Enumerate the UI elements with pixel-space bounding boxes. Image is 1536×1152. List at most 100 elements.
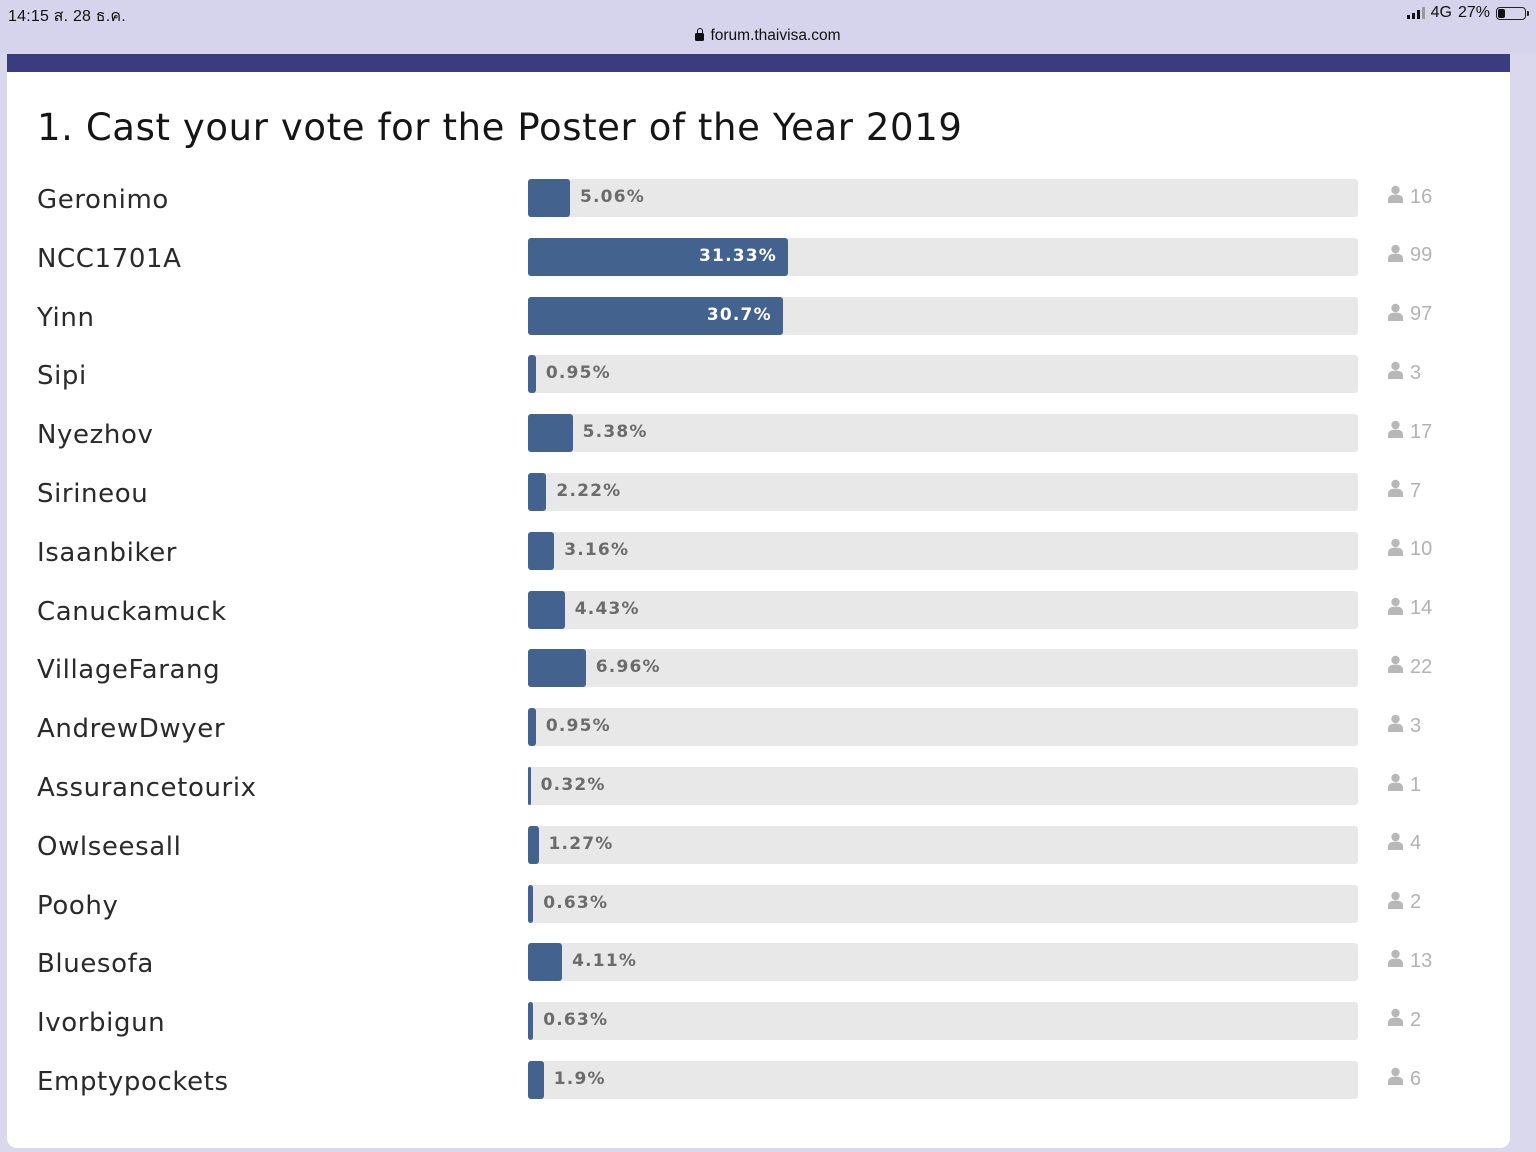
user-icon [1388, 714, 1403, 738]
poll-vote-count: 97 [1388, 303, 1432, 327]
poll-option-name: Sirineou [37, 479, 149, 509]
poll-vote-number: 2 [1410, 891, 1422, 914]
poll-vote-count: 1 [1388, 773, 1421, 797]
poll-option-row: Assurancetourix 0.32% 1 [7, 767, 1510, 807]
poll-percent-label: 1.27% [548, 833, 614, 854]
poll-vote-count: 2 [1388, 1008, 1421, 1032]
poll-bar-track: 6.96% [528, 649, 1358, 688]
poll-vote-number: 14 [1410, 597, 1433, 620]
poll-option-name: Nyezhov [37, 420, 154, 451]
poll-option-name: Poohy [37, 890, 119, 921]
poll-option-name: Owlseesall [37, 831, 182, 862]
user-icon [1388, 1067, 1403, 1091]
poll-bar-fill [528, 708, 536, 747]
poll-bar-track: 1.9% [528, 1061, 1358, 1099]
status-indicators: 4G 27% [1406, 4, 1529, 22]
poll-vote-count: 4 [1388, 832, 1421, 856]
poll-vote-count: 7 [1388, 479, 1421, 503]
user-icon [1388, 655, 1403, 679]
poll-percent-label: 30.7% [706, 304, 772, 325]
poll-option-row: NCC1701A 31.33% 99 [7, 237, 1510, 278]
status-bar: 14:15 ส. 28 ธ.ค. 4G 27% forum.thaivisa.c… [0, 0, 1536, 54]
poll-bar-fill [528, 825, 539, 864]
card-header-bar [7, 54, 1510, 72]
poll-option-name: Isaanbiker [37, 537, 178, 568]
poll-vote-number: 1 [1410, 773, 1422, 796]
poll-bar-track: 3.16% [528, 531, 1358, 570]
poll-bar-track: 4.11% [528, 943, 1358, 982]
user-icon [1388, 832, 1403, 856]
user-icon [1388, 538, 1403, 562]
poll-percent-label: 5.38% [582, 422, 648, 443]
poll-bar-track: 30.7% [528, 296, 1358, 335]
poll-vote-number: 13 [1410, 949, 1433, 972]
poll-option-name: Yinn [37, 302, 95, 333]
poll-percent-label: 31.33% [699, 245, 778, 266]
poll-vote-number: 97 [1410, 303, 1433, 326]
url-text: forum.thaivisa.com [710, 27, 841, 44]
poll-vote-count: 13 [1388, 949, 1432, 973]
poll-vote-number: 2 [1410, 1008, 1422, 1031]
address-bar[interactable]: forum.thaivisa.com [0, 27, 1536, 45]
poll-bar-track: 0.95% [528, 355, 1358, 394]
poll-bar-track: 5.06% [528, 179, 1358, 217]
poll-bar-track: 0.63% [528, 1002, 1358, 1041]
poll-percent-label: 0.63% [543, 1010, 609, 1031]
battery-percent: 27% [1457, 4, 1490, 21]
user-icon [1388, 303, 1403, 327]
network-type: 4G [1430, 4, 1452, 21]
user-icon [1388, 1008, 1403, 1032]
poll-percent-label: 5.06% [579, 187, 645, 207]
poll-vote-count: 14 [1388, 597, 1432, 621]
poll-option-name: Assurancetourix [37, 773, 257, 803]
poll-percent-label: 0.63% [543, 892, 609, 913]
user-icon [1388, 949, 1403, 973]
poll-percent-label: 1.9% [553, 1069, 606, 1089]
poll-option-row: Canuckamuck 4.43% 14 [7, 590, 1510, 631]
poll-option-row: VillageFarang 6.96% 22 [7, 649, 1510, 689]
poll-option-name: VillageFarang [37, 655, 221, 686]
poll-vote-count: 17 [1388, 420, 1432, 444]
poll-bar-track: 5.38% [528, 414, 1358, 453]
poll-option-row: Isaanbiker 3.16% 10 [7, 531, 1510, 572]
poll-vote-number: 17 [1410, 420, 1433, 443]
poll-vote-count: 3 [1388, 361, 1421, 385]
poll-vote-number: 99 [1410, 244, 1433, 267]
poll-option-row: Owlseesall 1.27% 4 [7, 825, 1510, 866]
user-icon [1388, 479, 1403, 503]
poll-vote-count: 16 [1388, 185, 1432, 209]
poll-option-row: Nyezhov 5.38% 17 [7, 414, 1510, 454]
user-icon [1388, 891, 1403, 915]
poll-bar-fill [528, 355, 536, 394]
user-icon [1388, 773, 1403, 797]
poll-option-row: Emptypockets 1.9% 6 [7, 1061, 1510, 1101]
poll-option-name: Ivorbigun [37, 1008, 166, 1039]
poll-vote-number: 22 [1410, 655, 1433, 678]
poll-option-name: Sipi [37, 361, 87, 392]
user-icon [1388, 361, 1403, 385]
poll-bar-fill [528, 237, 789, 276]
poll-bar-track: 0.95% [528, 708, 1358, 747]
poll-vote-number: 10 [1410, 538, 1433, 561]
poll-option-row: Bluesofa 4.11% 13 [7, 943, 1510, 983]
poll-bar-fill [528, 531, 555, 570]
poll-vote-number: 7 [1410, 479, 1422, 502]
poll-option-row: Poohy 0.63% 2 [7, 884, 1510, 925]
poll-bar-fill [528, 179, 570, 217]
poll-bar-fill [528, 590, 565, 629]
poll-vote-count: 3 [1388, 714, 1421, 738]
poll-option-name: AndrewDwyer [37, 714, 226, 745]
status-time-date: 14:15 ส. 28 ธ.ค. [8, 8, 126, 25]
poll-option-row: Geronimo 5.06% 16 [7, 179, 1510, 219]
poll-bar-fill [528, 767, 531, 805]
poll-vote-number: 6 [1410, 1067, 1422, 1090]
battery-icon [1496, 6, 1529, 20]
poll-bar-track: 31.33% [528, 237, 1358, 276]
poll-bar-track: 4.43% [528, 590, 1358, 629]
poll-card: 1. Cast your vote for the Poster of the … [7, 54, 1510, 1148]
poll-bar-track: 0.32% [528, 767, 1358, 805]
poll-option-row: Sipi 0.95% 3 [7, 355, 1510, 395]
poll-bar-fill [528, 943, 563, 982]
poll-bar-fill [528, 884, 534, 923]
poll-option-row: Yinn 30.7% 97 [7, 296, 1510, 337]
